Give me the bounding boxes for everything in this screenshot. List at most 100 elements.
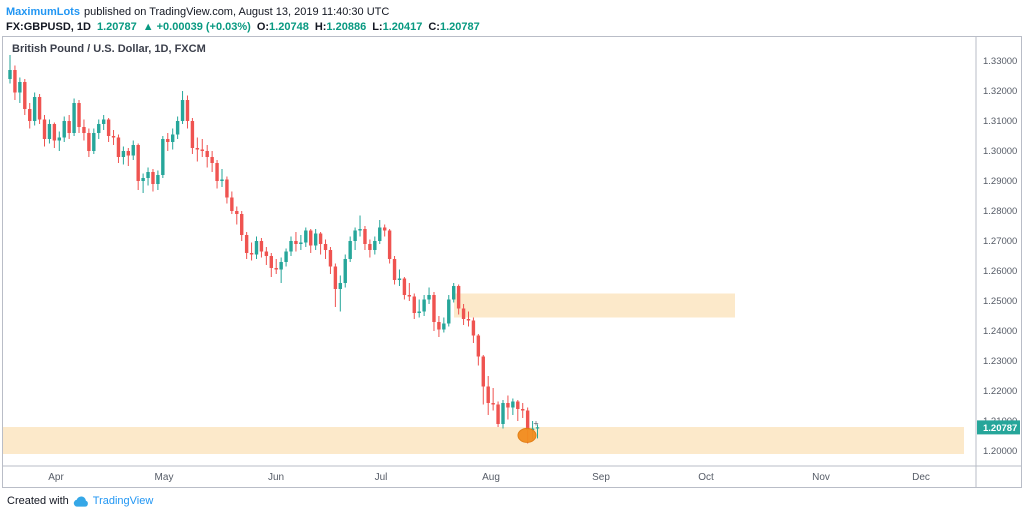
time-tick-label: Jul (375, 472, 388, 483)
price-tick-label: 1.22000 (983, 386, 1017, 397)
open-pair: O:1.20748 (257, 21, 309, 33)
candlestick-chart[interactable]: +1.33000 1.32000 1.31000 1.30000 1.29000 1.28… (3, 37, 1021, 487)
candle (309, 229, 313, 253)
price-tick-label: 1.27000 (983, 236, 1017, 247)
candle (195, 137, 200, 162)
candle (175, 116, 180, 139)
candle (397, 269, 402, 286)
price-axis[interactable]: 1.33000 1.32000 1.31000 1.30000 1.29000 1.280… (983, 56, 1017, 457)
candle (274, 259, 278, 274)
candle (373, 236, 377, 255)
candle (180, 91, 185, 124)
candle (299, 235, 303, 250)
candle (348, 236, 352, 262)
candle (87, 128, 91, 157)
candle (72, 98, 76, 136)
candle (240, 211, 244, 241)
symbol-info-line: FX:GBPUSD, 1D 1.20787 ▲ +0.00039 (+0.03%) O:… (6, 20, 1024, 35)
candle (471, 317, 476, 343)
open-value: 1.20748 (269, 21, 309, 33)
low-label: L: (372, 21, 383, 33)
price-tick-label: 1.23000 (983, 356, 1017, 367)
chart-title: British Pound / U.S. Dollar, 1D, FXCM (12, 43, 206, 55)
candle (437, 316, 441, 337)
tradingview-link[interactable]: TradingView (92, 495, 154, 507)
candle (220, 169, 224, 187)
open-label: O: (256, 21, 270, 33)
candle (501, 400, 505, 429)
drawing-anchor-cross-icon: + (533, 418, 538, 428)
candle (506, 395, 510, 420)
price-tick-label: 1.28000 (983, 206, 1017, 217)
candle (151, 169, 155, 192)
candle (318, 232, 323, 255)
published-info-text: published on TradingView.com, August 13,… (83, 6, 390, 18)
candle (116, 134, 121, 163)
candle (101, 115, 106, 130)
candle (289, 236, 293, 256)
candle (121, 146, 126, 165)
candle (284, 248, 288, 267)
low-pair: L:1.20417 (372, 21, 422, 33)
price-tick-label: 1.20000 (983, 446, 1017, 457)
chart-panel[interactable]: +1.33000 1.32000 1.31000 1.30000 1.29000 1.28… (2, 36, 1022, 488)
author-link[interactable]: MaximumLots (6, 6, 80, 18)
time-tick-label: Apr (48, 472, 64, 483)
candle (205, 145, 209, 168)
candle (432, 292, 436, 331)
candle (486, 376, 490, 415)
candle (496, 401, 500, 427)
time-axis[interactable]: Apr May Jun Jul Aug Sep Oct Nov Dec (48, 472, 930, 483)
candle (97, 119, 101, 139)
candle (328, 247, 333, 274)
candle (466, 311, 471, 327)
close-label: C: (428, 21, 440, 33)
price-tick-label: 1.25000 (983, 296, 1017, 307)
candle (402, 277, 407, 300)
candle (37, 94, 42, 124)
candle (235, 206, 239, 225)
ellipse-drawing[interactable] (517, 427, 537, 443)
candle (358, 215, 362, 237)
time-tick-label: Dec (912, 472, 930, 483)
candle (491, 388, 495, 411)
candle (427, 287, 431, 304)
candle (215, 160, 219, 189)
candle (77, 100, 81, 133)
candle (338, 275, 343, 312)
candle (259, 238, 264, 258)
close-value: 1.20787 (439, 21, 480, 33)
candle (264, 247, 269, 265)
candle (8, 55, 12, 84)
price-tick-label: 1.31000 (983, 116, 1017, 127)
candle (244, 232, 249, 259)
candle (343, 254, 347, 288)
footer: Created with TradingView (0, 488, 1024, 507)
demand-zone[interactable] (3, 427, 964, 454)
candle (456, 284, 461, 315)
candle (230, 191, 234, 214)
candle (442, 317, 446, 333)
candle (387, 229, 392, 264)
time-tick-label: May (155, 472, 174, 483)
high-value: 1.20886 (326, 21, 367, 33)
candle (62, 116, 66, 142)
low-value: 1.20417 (382, 21, 423, 33)
price-tick-label: 1.30000 (983, 146, 1017, 157)
price-change-text: +0.00039 (+0.03%) (156, 21, 251, 33)
candle (417, 299, 421, 318)
time-tick-label: Aug (482, 472, 500, 483)
publication-info-line: MaximumLots published on TradingView.com,… (6, 5, 1024, 19)
candle (511, 398, 515, 415)
candle (141, 173, 145, 193)
candle (304, 227, 308, 247)
candle (67, 115, 71, 139)
supply-zone[interactable] (454, 293, 735, 318)
candle (422, 295, 426, 316)
high-label: H: (314, 21, 327, 33)
time-tick-label: Nov (812, 472, 830, 483)
candle (82, 119, 86, 141)
candle (28, 103, 32, 129)
symbol-label: FX:GBPUSD, 1D (6, 21, 91, 33)
candle (452, 283, 456, 303)
